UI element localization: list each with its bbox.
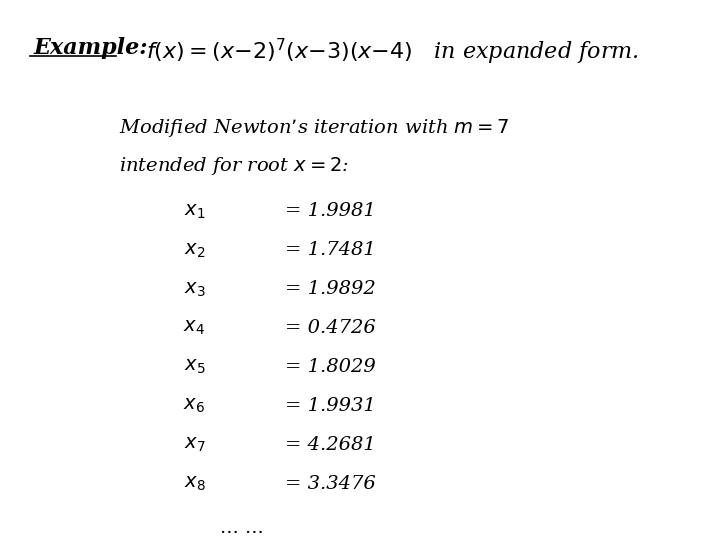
Text: $x_3$: $x_3$ xyxy=(184,280,205,299)
Text: $x_1$: $x_1$ xyxy=(184,202,205,221)
Text: = 4.2681: = 4.2681 xyxy=(285,436,376,454)
Text: $x_5$: $x_5$ xyxy=(184,358,205,376)
Text: $x_7$: $x_7$ xyxy=(184,436,205,454)
Text: = 1.9931: = 1.9931 xyxy=(285,397,376,415)
Text: = 1.9981: = 1.9981 xyxy=(285,202,376,220)
Text: = 3.3476: = 3.3476 xyxy=(285,475,376,492)
Text: ... ...: ... ... xyxy=(220,519,264,537)
Text: = 1.7481: = 1.7481 xyxy=(285,241,376,259)
Text: $x_2$: $x_2$ xyxy=(184,241,205,260)
Text: = 0.4726: = 0.4726 xyxy=(285,319,376,337)
Text: Modified Newton’s iteration with $m = 7$: Modified Newton’s iteration with $m = 7$ xyxy=(120,117,510,139)
Text: $x_8$: $x_8$ xyxy=(184,475,205,493)
Text: $x_4$: $x_4$ xyxy=(184,319,205,338)
Text: = 1.8029: = 1.8029 xyxy=(285,358,376,376)
Text: = 1.9892: = 1.9892 xyxy=(285,280,376,298)
Text: Example:: Example: xyxy=(33,37,148,59)
Text: $f(x) = (x{-}2)^7(x{-}3)(x{-}4)$   in expanded form.: $f(x) = (x{-}2)^7(x{-}3)(x{-}4)$ in expa… xyxy=(145,37,639,68)
Text: $x_6$: $x_6$ xyxy=(184,397,205,415)
Text: intended for root $x = 2$:: intended for root $x = 2$: xyxy=(120,154,349,177)
